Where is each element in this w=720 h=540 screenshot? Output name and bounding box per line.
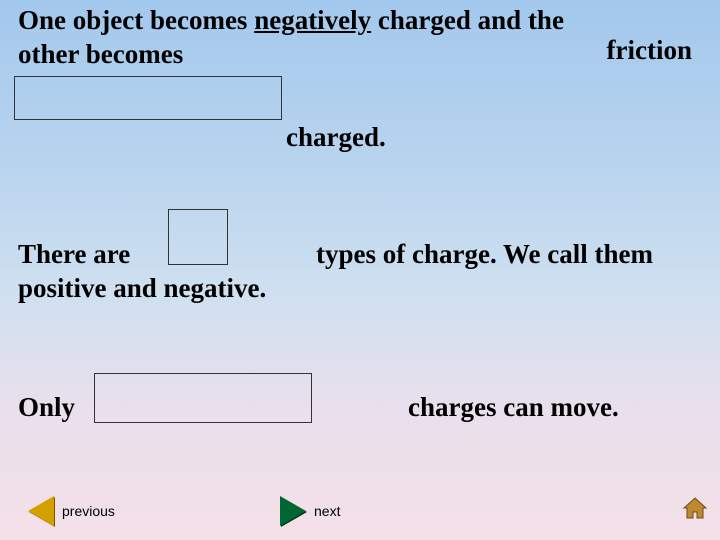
text-fragment: One object becomes <box>18 5 254 35</box>
floating-word-friction: friction <box>607 34 692 68</box>
navigation-bar: previous next <box>0 486 720 526</box>
word-charged: charged. <box>286 121 386 155</box>
fill-blank-3[interactable] <box>94 373 312 423</box>
arrow-right-icon <box>280 496 306 526</box>
next-label: next <box>314 503 340 519</box>
sentence-3-pre: Only <box>18 391 75 425</box>
home-button[interactable] <box>682 496 708 520</box>
sentence-2-pre: There are <box>18 238 130 272</box>
sentence-1-cont: other becomes <box>18 38 183 72</box>
arrow-left-icon <box>28 496 54 526</box>
sentence-2-mid: types of charge. We call them <box>316 238 653 272</box>
previous-button[interactable]: previous <box>28 496 115 526</box>
sentence-2-end: positive and negative. <box>18 272 266 306</box>
previous-label: previous <box>62 503 115 519</box>
home-icon <box>682 496 708 520</box>
sentence-3-post: charges can move. <box>408 391 619 425</box>
sentence-1: One object becomes negatively charged an… <box>18 4 564 38</box>
next-button[interactable]: next <box>280 496 340 526</box>
text-fragment: charged and the <box>371 5 564 35</box>
underlined-word-negatively: negatively <box>254 5 371 35</box>
fill-blank-1[interactable] <box>14 76 282 120</box>
fill-blank-2[interactable] <box>168 209 228 265</box>
